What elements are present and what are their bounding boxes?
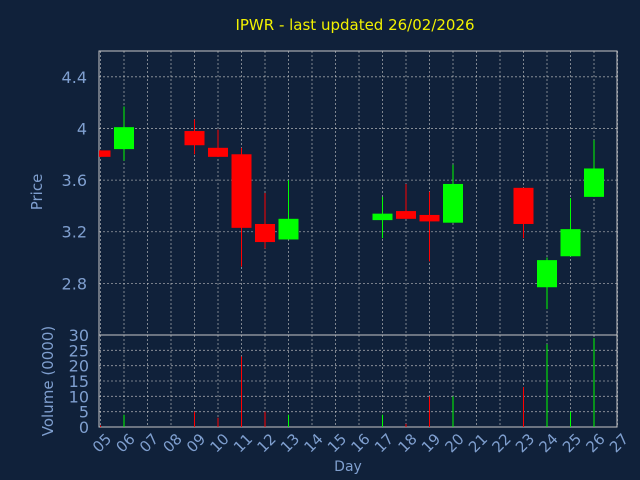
x-tick-label: 12 bbox=[254, 430, 280, 456]
x-tick-label: 07 bbox=[136, 430, 162, 456]
candle-body bbox=[278, 218, 299, 240]
candle-body bbox=[114, 127, 134, 150]
candle-body bbox=[372, 213, 393, 221]
x-tick-label: 21 bbox=[465, 430, 491, 456]
candle-body bbox=[537, 260, 557, 288]
volume-tick-label: 30 bbox=[69, 326, 89, 345]
candle-body bbox=[419, 214, 440, 222]
x-tick-label: 15 bbox=[324, 430, 350, 456]
candle-body bbox=[184, 131, 205, 146]
price-axis-label: Price bbox=[28, 174, 46, 211]
x-tick-label: 26 bbox=[583, 430, 609, 456]
candle-body bbox=[584, 168, 604, 197]
grid-layer bbox=[98, 50, 618, 428]
x-tick-label: 17 bbox=[371, 430, 397, 456]
volume-tick-label: 10 bbox=[69, 387, 89, 406]
x-tick-label: 05 bbox=[89, 430, 115, 456]
x-tick-label: 09 bbox=[183, 430, 209, 456]
chart-title: IPWR - last updated 26/02/2026 bbox=[235, 16, 474, 34]
volume-panel-frame bbox=[98, 334, 618, 428]
x-tick-label: 27 bbox=[606, 430, 632, 456]
x-tick-label: 14 bbox=[301, 430, 327, 456]
price-tick-label: 4.4 bbox=[62, 68, 87, 87]
volume-tick-label: 25 bbox=[69, 341, 89, 360]
candle-body bbox=[560, 229, 581, 257]
candle-body bbox=[396, 211, 416, 219]
x-tick-label: 11 bbox=[230, 430, 256, 456]
x-tick-label: 20 bbox=[442, 430, 468, 456]
candle-body bbox=[208, 147, 228, 157]
marks-layer bbox=[99, 106, 604, 427]
volume-tick-label: 0 bbox=[79, 418, 89, 437]
x-tick-label: 18 bbox=[395, 430, 421, 456]
x-tick-label: 08 bbox=[160, 430, 186, 456]
x-tick-label: 22 bbox=[489, 430, 515, 456]
x-tick-label: 24 bbox=[536, 430, 562, 456]
price-tick-label: 2.8 bbox=[62, 274, 87, 293]
x-tick-label: 13 bbox=[277, 430, 303, 456]
price-tick-label: 3.2 bbox=[62, 223, 87, 242]
price-tick-label: 3.6 bbox=[62, 171, 87, 190]
candle-body bbox=[443, 183, 463, 223]
candle-body bbox=[255, 223, 275, 243]
candle-body bbox=[231, 154, 252, 228]
x-tick-label: 06 bbox=[113, 430, 139, 456]
price-tick-label: 4 bbox=[77, 119, 87, 138]
x-tick-label: 10 bbox=[207, 430, 233, 456]
x-tick-label: 19 bbox=[418, 430, 444, 456]
candle-body bbox=[513, 187, 534, 224]
candle-body bbox=[99, 150, 111, 157]
candles-group bbox=[99, 106, 604, 310]
x-tick-label: 16 bbox=[348, 430, 374, 456]
volume-tick-label: 20 bbox=[69, 357, 89, 376]
x-axis-label: Day bbox=[334, 459, 362, 475]
volume-tick-label: 5 bbox=[79, 403, 89, 422]
volume-axis-label: Volume (0000) bbox=[39, 326, 57, 436]
x-tick-label: 23 bbox=[512, 430, 538, 456]
price-panel-frame bbox=[98, 50, 618, 336]
volume-tick-label: 15 bbox=[69, 372, 89, 391]
x-tick-label: 25 bbox=[559, 430, 585, 456]
